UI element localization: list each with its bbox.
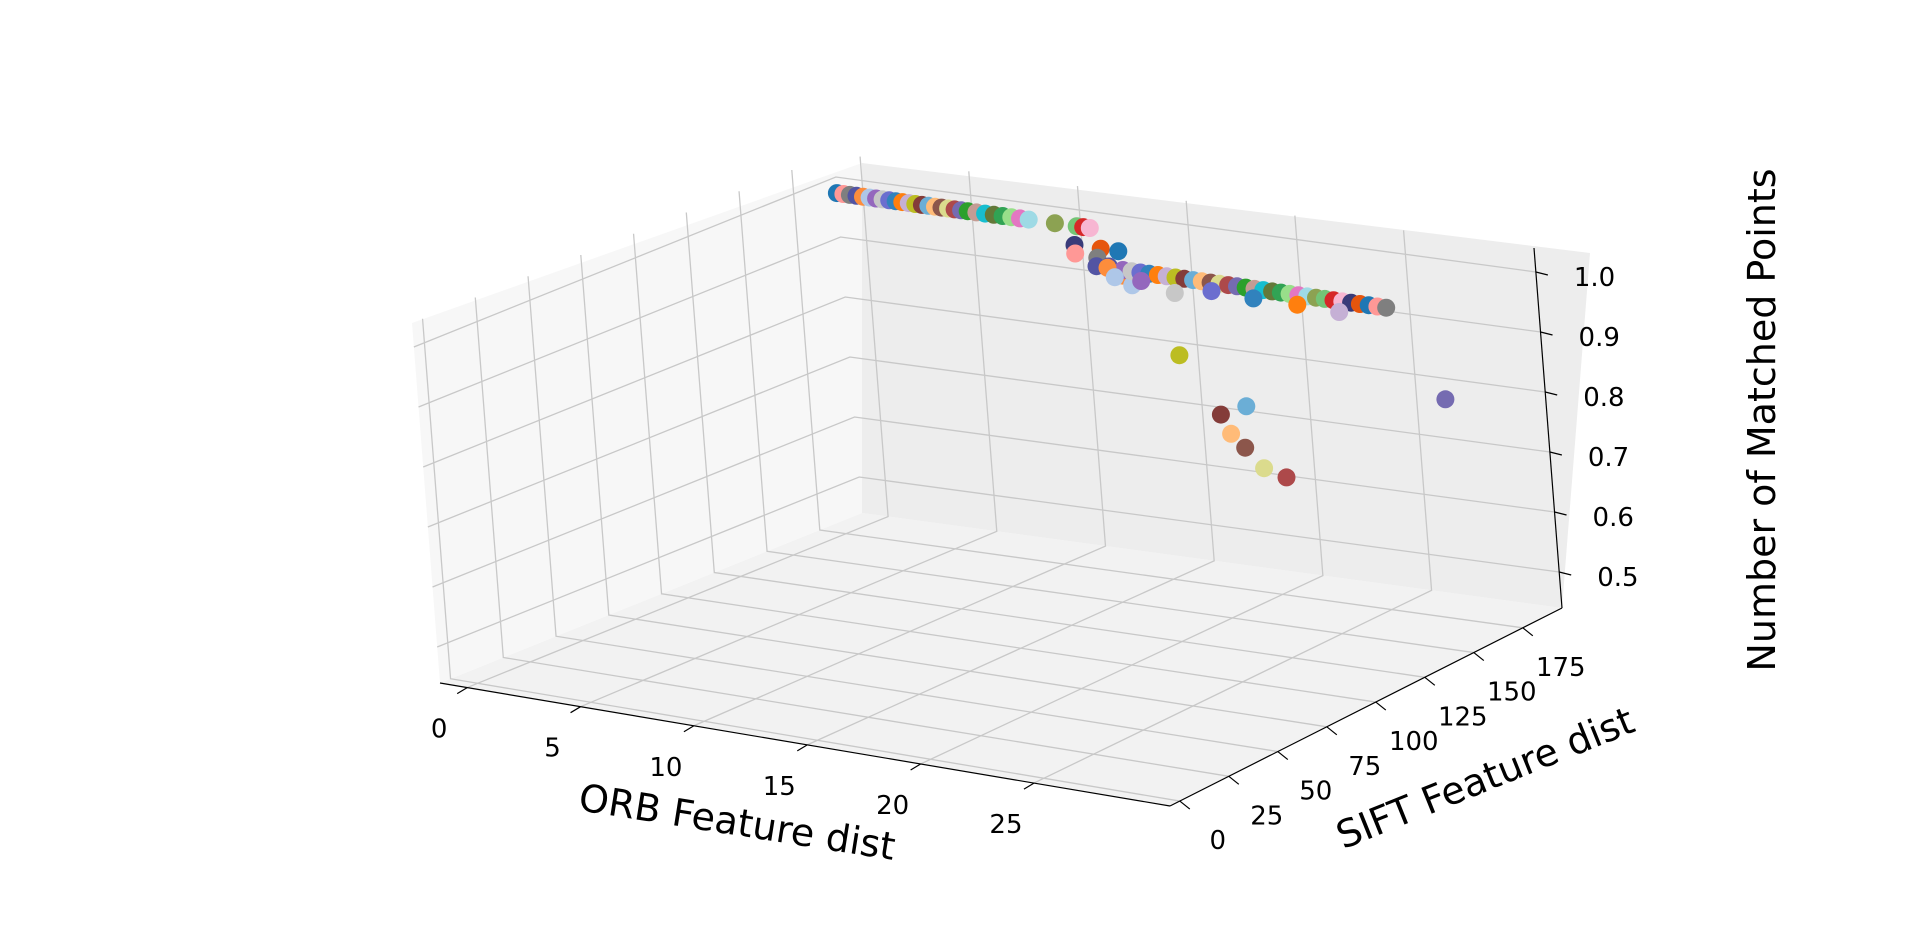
z-tick xyxy=(1549,451,1563,456)
x-axis-label: ORB Feature dist xyxy=(576,775,898,868)
data-point xyxy=(1436,390,1455,409)
y-tick-label: 100 xyxy=(1389,727,1439,757)
y-tick xyxy=(1375,701,1387,711)
z-tick-label: 0.9 xyxy=(1579,323,1620,353)
x-tick-label: 0 xyxy=(431,715,448,745)
data-point xyxy=(1066,244,1085,263)
back-pane xyxy=(862,163,1590,608)
y-tick xyxy=(1179,800,1191,810)
z-tick-label: 0.5 xyxy=(1597,563,1638,593)
data-point xyxy=(1132,272,1151,290)
y-tick-label: 50 xyxy=(1299,777,1332,807)
floor-pane xyxy=(440,513,1562,806)
z-tick-label: 0.6 xyxy=(1593,503,1634,533)
z-tick xyxy=(1554,511,1567,516)
x-gridline xyxy=(693,185,1107,727)
x-tick-label: 5 xyxy=(544,734,561,764)
y-tick xyxy=(1326,726,1338,736)
y-gridline xyxy=(421,318,1180,802)
z-tick xyxy=(1535,271,1549,276)
y-tick-label: 175 xyxy=(1536,653,1586,683)
data-point xyxy=(1045,214,1064,233)
data-point xyxy=(1202,282,1221,301)
y-tick xyxy=(1277,751,1289,761)
z-tick-label: 0.8 xyxy=(1583,383,1624,413)
data-point xyxy=(1105,268,1124,287)
tick-marks xyxy=(456,271,1572,810)
data-point xyxy=(1236,438,1255,457)
data-point xyxy=(1255,459,1274,478)
y-gridline xyxy=(791,169,1523,629)
x-tick xyxy=(1023,782,1035,790)
data-point xyxy=(1170,346,1189,365)
data-point xyxy=(1165,284,1184,302)
data-point xyxy=(1288,295,1307,314)
z-tick-label: 1.0 xyxy=(1574,263,1615,293)
x-gridline xyxy=(806,200,1215,746)
z-gridline xyxy=(422,296,1546,468)
z-axis-label: Number of Matched Points xyxy=(1740,168,1784,671)
data-point xyxy=(1080,219,1099,237)
y-tick-label: 125 xyxy=(1438,702,1488,732)
data-point xyxy=(1222,424,1241,443)
data-point xyxy=(1109,242,1128,261)
data-point xyxy=(1019,210,1038,229)
x-tick xyxy=(683,725,695,733)
data-point xyxy=(1211,405,1230,424)
x-gridline xyxy=(466,156,889,689)
data-point xyxy=(1377,298,1396,317)
data-point xyxy=(1244,289,1263,308)
axis-lines xyxy=(439,247,1563,807)
y-gridline xyxy=(474,297,1229,777)
axes-panes xyxy=(412,163,1590,806)
x-tick-label: 25 xyxy=(989,810,1022,840)
y-gridline xyxy=(580,254,1327,728)
data-point xyxy=(1237,397,1256,416)
y-tick xyxy=(1228,775,1240,785)
z-gridline xyxy=(432,416,1555,588)
y-axis-line xyxy=(1169,607,1563,807)
data-points xyxy=(827,184,1455,487)
z-tick xyxy=(1540,331,1553,336)
left-pane xyxy=(412,163,862,683)
x-tick xyxy=(910,763,921,771)
x-gridline xyxy=(920,215,1324,765)
y-tick-label: 0 xyxy=(1210,826,1227,856)
y-gridline xyxy=(632,233,1376,703)
y-tick-label: 25 xyxy=(1250,801,1283,831)
x-tick-label: 10 xyxy=(649,753,682,783)
y-tick xyxy=(1522,627,1534,637)
y-tick xyxy=(1424,676,1436,686)
z-axis-line xyxy=(1533,247,1563,609)
x-axis-line xyxy=(439,682,1171,807)
grid-lines xyxy=(413,156,1560,802)
y-gridline xyxy=(738,191,1474,654)
data-point xyxy=(1277,468,1296,487)
y-tick xyxy=(1473,652,1485,662)
data-point xyxy=(1330,303,1349,321)
y-gridline xyxy=(685,212,1425,678)
x-tick xyxy=(796,744,808,752)
y-tick-label: 150 xyxy=(1487,678,1537,708)
x-tick-label: 20 xyxy=(876,791,909,821)
z-gridline xyxy=(413,176,1536,348)
z-tick xyxy=(1559,571,1572,576)
z-tick xyxy=(1545,391,1558,396)
y-tick-label: 75 xyxy=(1348,752,1381,782)
z-tick-label: 0.7 xyxy=(1588,443,1629,473)
z-gridline xyxy=(436,476,1560,648)
x-gridline xyxy=(1033,230,1433,784)
x-tick-label: 15 xyxy=(763,772,796,802)
y-gridline xyxy=(527,276,1278,753)
x-tick xyxy=(456,687,468,695)
x-tick xyxy=(570,706,581,714)
x-gridline xyxy=(580,171,998,708)
z-gridline xyxy=(427,356,1550,528)
